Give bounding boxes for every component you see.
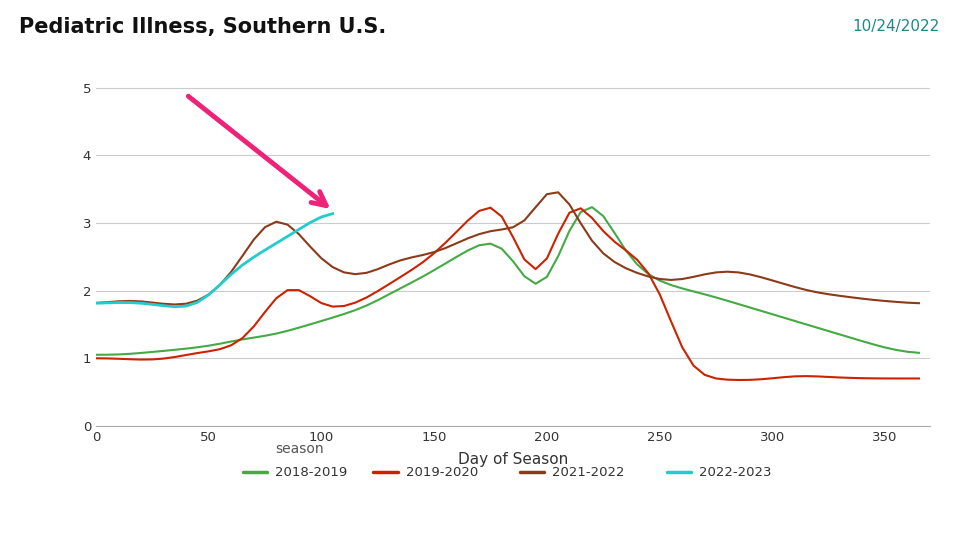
Text: 10/24/2022: 10/24/2022 [853, 19, 940, 34]
Text: 2018-2019: 2018-2019 [275, 466, 347, 479]
Text: season: season [275, 442, 324, 456]
X-axis label: Day of Season: Day of Season [458, 452, 568, 467]
Text: On a mission to stop the spread of contagious illness.: On a mission to stop the spread of conta… [568, 508, 940, 522]
Text: 2019-2020: 2019-2020 [406, 466, 478, 479]
Text: Pediatric Illness, Southern U.S.: Pediatric Illness, Southern U.S. [19, 17, 386, 37]
Text: ♥kinsa.: ♥kinsa. [19, 506, 90, 524]
Text: 2022-2023: 2022-2023 [699, 466, 772, 479]
Text: 2021-2022: 2021-2022 [552, 466, 625, 479]
